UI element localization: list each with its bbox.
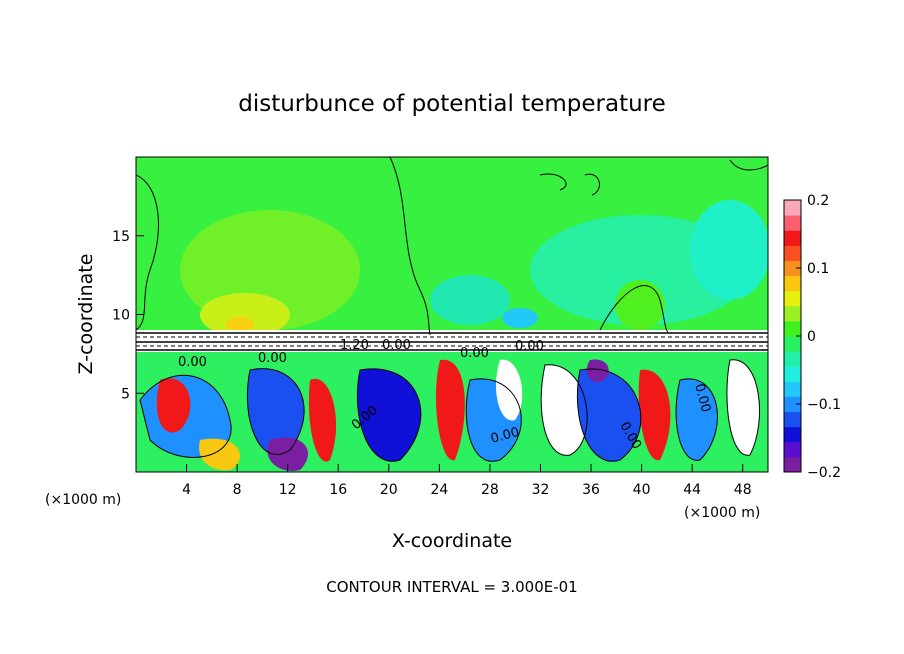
colorbar-swatch — [784, 290, 801, 307]
colorbar-tick-label: 0 — [807, 329, 816, 345]
colorbar: 0.2 0.1 0 −0.1 −0.2 — [783, 193, 841, 481]
colorbar-swatch — [784, 336, 801, 352]
x-tick-label: 16 — [329, 482, 347, 498]
eddy-9 — [541, 364, 588, 456]
x-axis-label: X-coordinate — [392, 530, 512, 552]
contour-label: 0.00 — [489, 425, 521, 447]
colorbar-swatch — [784, 381, 801, 397]
warm-spot — [226, 317, 254, 333]
contour-label: 0.00 — [382, 338, 411, 353]
cool-spot — [502, 308, 538, 328]
contour-lines — [136, 157, 768, 462]
cool-patch-right2 — [690, 200, 768, 300]
eddy-11 — [638, 369, 671, 461]
eddy-2 — [156, 378, 191, 433]
colorbar-swatch — [784, 275, 801, 292]
colorbar-swatch — [784, 230, 801, 246]
x-tick-label: 8 — [233, 482, 242, 498]
colorbar-swatch — [784, 320, 801, 337]
x-unit-right: (×1000 m) — [684, 505, 760, 521]
eddy-6 — [435, 359, 465, 461]
contour-label: 0.00 — [515, 339, 544, 354]
warm-patch-right — [615, 280, 665, 330]
colorbar-tick-label: −0.1 — [807, 397, 841, 413]
x-tick-label: 24 — [430, 482, 448, 498]
chart-title: disturbunce of potential temperature — [238, 91, 666, 117]
contour-labels: 0.00 1.20 0.00 0.00 0.00 0.00 0.00 0.00 … — [178, 338, 713, 452]
colorbar-swatch — [784, 215, 801, 231]
eddy-15 — [199, 438, 240, 471]
x-tick-label: 20 — [380, 482, 398, 498]
colorbar-swatch — [784, 426, 801, 443]
x-tick-label: 48 — [734, 482, 752, 498]
colorbar-swatch — [784, 245, 801, 261]
contour-label: 0.00 — [691, 382, 713, 414]
colorbar-swatch — [784, 411, 801, 428]
x-tick-label: 36 — [582, 482, 600, 498]
x-tick-label: 44 — [683, 482, 701, 498]
colorbar-swatch — [784, 305, 801, 322]
x-tick-label: 28 — [481, 482, 499, 498]
colorbar-swatch — [784, 260, 801, 277]
x-tick-label: 32 — [532, 482, 550, 498]
x-unit-left: (×1000 m) — [45, 492, 121, 508]
colorbar-swatch — [784, 200, 801, 216]
colorbar-swatch — [784, 366, 801, 382]
cool-patch-mid — [430, 275, 510, 325]
contour-label: 0.00 — [258, 351, 287, 366]
colorbar-swatch — [784, 396, 801, 413]
colorbar-tick-label: 0.1 — [807, 261, 829, 277]
contour-label: 0.00 — [178, 355, 207, 370]
x-tick-label: 4 — [182, 482, 191, 498]
colorbar-swatch — [784, 441, 801, 458]
y-tick-label: 10 — [112, 308, 130, 324]
contour-label: 1.20 — [340, 338, 369, 353]
eddy-3 — [247, 368, 305, 455]
y-axis: 5 10 15 — [112, 229, 144, 402]
y-tick-label: 15 — [112, 229, 130, 245]
colorbar-swatch — [784, 351, 801, 367]
eddy-14 — [267, 437, 309, 471]
x-axis: 4 8 12 16 20 24 28 32 36 40 44 48 — [182, 464, 752, 498]
colorbar-tick-label: 0.2 — [807, 193, 829, 209]
eddy-13 — [726, 359, 760, 456]
y-axis-label: Z-coordinate — [75, 254, 97, 375]
eddy-10 — [577, 369, 641, 462]
colorbar-tick-label: −0.2 — [807, 465, 841, 481]
x-tick-label: 12 — [279, 482, 297, 498]
eddy-4 — [308, 378, 337, 462]
x-tick-label: 40 — [633, 482, 651, 498]
eddy-5 — [357, 368, 421, 462]
y-tick-label: 5 — [121, 386, 130, 402]
contour-label: 0.00 — [460, 346, 489, 361]
contour-interval-footer: CONTOUR INTERVAL = 3.000E-01 — [326, 578, 577, 596]
eddy-12 — [676, 378, 718, 461]
colorbar-swatch — [784, 456, 801, 473]
warm-patch-core — [200, 293, 290, 337]
eddy-16 — [586, 359, 609, 383]
